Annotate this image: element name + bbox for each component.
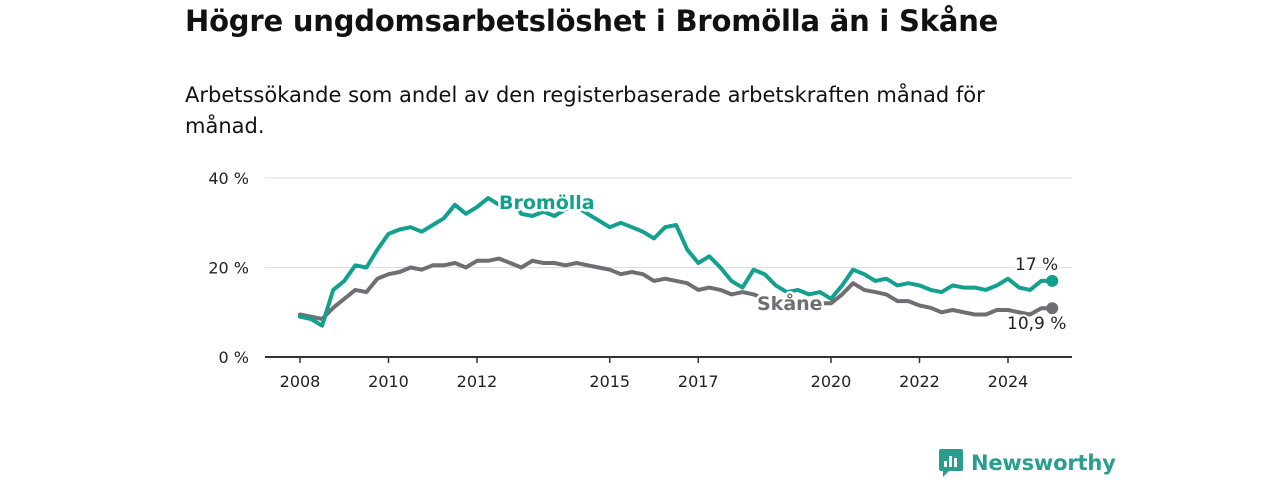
x-tick-label: 2024 (988, 372, 1029, 391)
series-end-dot-bromolla (1046, 274, 1059, 287)
end-value-label-skane: 10,9 % (1007, 314, 1066, 334)
x-tick-label: 2015 (589, 372, 630, 391)
series-label-bromolla: Bromölla (499, 192, 595, 214)
series-end-dot-skane (1046, 302, 1059, 315)
x-tick-label: 2010 (368, 372, 409, 391)
x-tick-label: 2017 (678, 372, 719, 391)
series-label-skane: Skåne (757, 291, 823, 315)
brand-name: Newsworthy (971, 451, 1116, 475)
series-line-skane (298, 256, 1055, 321)
y-tick-label: 0 % (219, 348, 249, 367)
x-tick-label: 2008 (280, 372, 321, 391)
newsworthy-brand[interactable]: Newsworthy (938, 448, 1116, 478)
end-value-label-bromolla: 17 % (1015, 255, 1058, 275)
x-tick-label: 2012 (457, 372, 498, 391)
x-tick-label: 2022 (899, 372, 940, 391)
y-tick-label: 40 % (208, 169, 249, 188)
y-tick-label: 20 % (208, 259, 249, 278)
x-tick-label: 2020 (811, 372, 852, 391)
series-line-bromolla (298, 193, 1055, 328)
chart-subtitle: Arbetssökande som andel av den registerb… (185, 83, 985, 138)
chart-title: Högre ungdomsarbetslöshet i Bromölla än … (185, 4, 999, 38)
newsworthy-logo-icon (939, 449, 963, 477)
